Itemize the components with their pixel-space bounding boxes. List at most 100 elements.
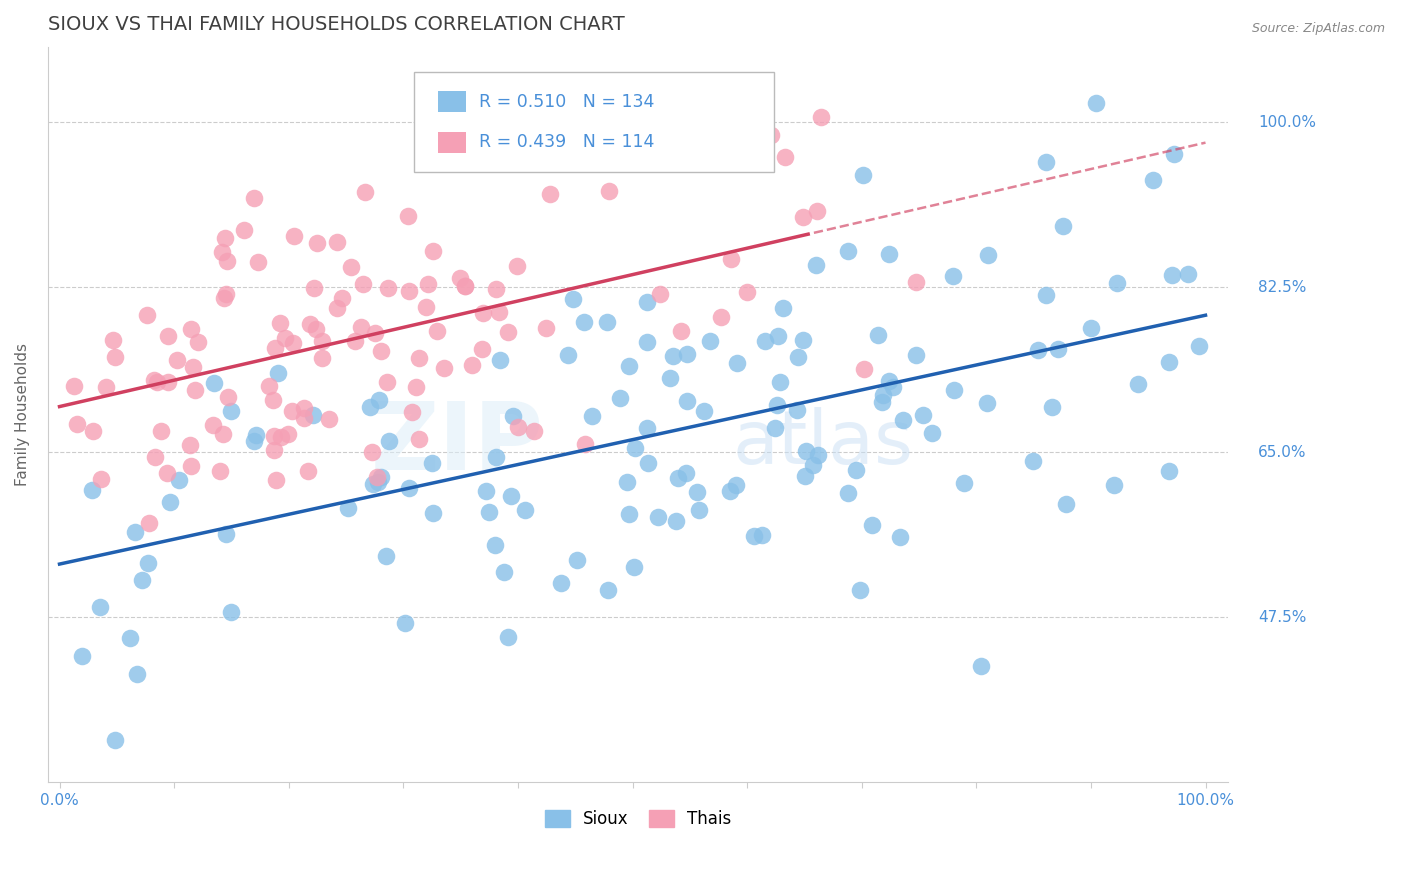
Point bbox=[325, 301, 347, 315]
Point bbox=[422, 244, 444, 258]
Point bbox=[534, 321, 557, 335]
Point bbox=[305, 322, 328, 336]
Point bbox=[101, 333, 124, 347]
Point bbox=[870, 394, 893, 409]
Point bbox=[219, 403, 242, 417]
Point bbox=[349, 320, 371, 334]
Point bbox=[211, 244, 233, 259]
Point bbox=[942, 383, 965, 397]
Point bbox=[264, 474, 287, 488]
Point bbox=[538, 187, 561, 202]
Point bbox=[877, 247, 900, 261]
Point bbox=[89, 472, 111, 486]
Point bbox=[496, 325, 519, 339]
Point bbox=[501, 489, 523, 503]
Point bbox=[146, 375, 169, 389]
Point bbox=[488, 305, 510, 319]
Point bbox=[281, 336, 304, 351]
Point bbox=[557, 348, 579, 362]
Point bbox=[211, 426, 233, 441]
Point bbox=[304, 280, 326, 294]
Point bbox=[212, 291, 235, 305]
Point bbox=[1026, 343, 1049, 358]
Point bbox=[202, 376, 225, 390]
Point bbox=[872, 388, 894, 402]
Point bbox=[581, 409, 603, 423]
Point bbox=[769, 376, 792, 390]
Point bbox=[180, 321, 202, 335]
Point bbox=[1177, 267, 1199, 281]
Point bbox=[143, 373, 166, 387]
Point bbox=[567, 553, 589, 567]
Point bbox=[412, 149, 434, 163]
Text: Source: ZipAtlas.com: Source: ZipAtlas.com bbox=[1251, 22, 1385, 36]
Point bbox=[124, 524, 146, 539]
Point bbox=[267, 367, 290, 381]
Point bbox=[725, 477, 748, 491]
Point bbox=[1160, 268, 1182, 282]
Point bbox=[787, 350, 810, 364]
Point bbox=[398, 481, 420, 495]
Point bbox=[837, 486, 859, 500]
Point bbox=[676, 393, 699, 408]
Point bbox=[636, 421, 658, 435]
Point bbox=[243, 434, 266, 449]
Point bbox=[187, 334, 209, 349]
Point bbox=[202, 418, 225, 433]
Point bbox=[695, 146, 717, 161]
Point bbox=[720, 252, 742, 267]
Point bbox=[485, 450, 508, 464]
Point bbox=[364, 326, 387, 340]
Point bbox=[792, 210, 814, 224]
Point bbox=[280, 403, 302, 417]
Point bbox=[474, 483, 496, 498]
Point bbox=[648, 287, 671, 301]
Point bbox=[343, 334, 366, 348]
Point bbox=[617, 359, 640, 374]
Point bbox=[484, 538, 506, 552]
Point bbox=[336, 501, 359, 516]
Point bbox=[215, 286, 238, 301]
Point bbox=[1157, 355, 1180, 369]
Point bbox=[405, 380, 427, 394]
Point bbox=[184, 383, 207, 397]
Point bbox=[125, 666, 148, 681]
Point bbox=[433, 360, 456, 375]
Point bbox=[276, 427, 298, 442]
Point bbox=[283, 229, 305, 244]
Point bbox=[665, 514, 688, 528]
Point bbox=[761, 128, 783, 142]
Point bbox=[401, 405, 423, 419]
Point bbox=[1085, 96, 1108, 111]
Point bbox=[794, 469, 817, 483]
Point bbox=[311, 351, 333, 365]
Point bbox=[686, 484, 709, 499]
Point bbox=[138, 516, 160, 530]
Point bbox=[396, 210, 419, 224]
Point bbox=[574, 315, 596, 329]
Point bbox=[219, 605, 242, 619]
Point bbox=[737, 285, 759, 299]
Point bbox=[1022, 454, 1045, 468]
Point bbox=[215, 254, 238, 268]
Point bbox=[82, 483, 104, 498]
Text: 47.5%: 47.5% bbox=[1258, 610, 1306, 624]
Text: SIOUX VS THAI FAMILY HOUSEHOLDS CORRELATION CHART: SIOUX VS THAI FAMILY HOUSEHOLDS CORRELAT… bbox=[48, 15, 624, 34]
Point bbox=[149, 424, 172, 438]
Point bbox=[688, 503, 710, 517]
Point bbox=[449, 271, 471, 285]
Text: 100.0%: 100.0% bbox=[1258, 114, 1316, 129]
Point bbox=[179, 459, 201, 474]
Text: 65.0%: 65.0% bbox=[1258, 445, 1306, 459]
Text: R = 0.439   N = 114: R = 0.439 N = 114 bbox=[479, 133, 654, 152]
Point bbox=[613, 156, 636, 170]
Point bbox=[422, 506, 444, 520]
Point bbox=[233, 223, 256, 237]
Point bbox=[408, 351, 430, 365]
Point bbox=[904, 348, 927, 362]
Point bbox=[302, 409, 325, 423]
Point bbox=[1102, 478, 1125, 492]
Point bbox=[768, 328, 790, 343]
Point bbox=[120, 631, 142, 645]
Point bbox=[305, 235, 328, 250]
